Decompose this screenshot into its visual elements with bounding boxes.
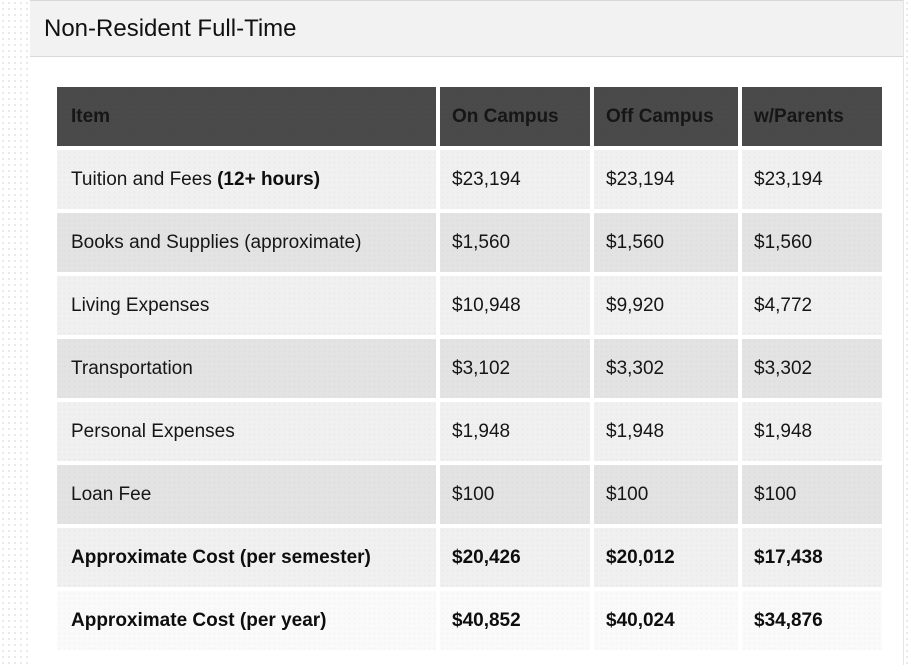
column-header-on-campus: On Campus	[440, 87, 590, 146]
item-cell: Approximate Cost (per semester)	[57, 528, 436, 587]
on-campus-cell: $3,102	[440, 339, 590, 398]
table-row: Living Expenses $10,948 $9,920 $4,772	[57, 276, 882, 335]
off-campus-cell: $1,948	[594, 402, 738, 461]
w-parents-cell: $4,772	[742, 276, 882, 335]
w-parents-cell: $1,948	[742, 402, 882, 461]
on-campus-cell: $1,948	[440, 402, 590, 461]
on-campus-cell: $40,852	[440, 591, 590, 650]
item-label: Personal Expenses	[71, 420, 235, 442]
table-row: Books and Supplies (approximate) $1,560 $1…	[57, 213, 882, 272]
off-campus-cell: $23,194	[594, 150, 738, 209]
w-parents-cell: $17,438	[742, 528, 882, 587]
table-header-row: Item On Campus Off Campus w/Parents	[57, 87, 882, 146]
w-parents-cell: $34,876	[742, 591, 882, 650]
column-header-item: Item	[57, 87, 436, 146]
w-parents-cell: $23,194	[742, 150, 882, 209]
w-parents-cell: $100	[742, 465, 882, 524]
w-parents-cell: $1,560	[742, 213, 882, 272]
item-cell: Books and Supplies (approximate)	[57, 213, 436, 272]
on-campus-cell: $100	[440, 465, 590, 524]
table-row: Approximate Cost (per semester) $20,426 $2…	[57, 528, 882, 587]
content-area: Non-Resident Full-Time Item On Campus Off …	[30, 0, 903, 665]
off-campus-cell: $3,302	[594, 339, 738, 398]
on-campus-cell: $23,194	[440, 150, 590, 209]
page-left-margin	[0, 0, 30, 665]
item-cell: Loan Fee	[57, 465, 436, 524]
table-row: Tuition and Fees (12+ hours) $23,194 $23,1…	[57, 150, 882, 209]
on-campus-cell: $10,948	[440, 276, 590, 335]
item-label: Books and Supplies (approximate)	[71, 231, 362, 253]
table-row: Approximate Cost (per year) $40,852 $40,02…	[57, 591, 882, 650]
on-campus-cell: $20,426	[440, 528, 590, 587]
off-campus-cell: $9,920	[594, 276, 738, 335]
on-campus-cell: $1,560	[440, 213, 590, 272]
item-label: Loan Fee	[71, 483, 152, 505]
section-header: Non-Resident Full-Time	[30, 0, 903, 57]
item-cell: Approximate Cost (per year)	[57, 591, 436, 650]
table-row: Personal Expenses $1,948 $1,948 $1,948	[57, 402, 882, 461]
item-label: Living Expenses	[71, 294, 210, 316]
cost-table: Item On Campus Off Campus w/Parents Tuition…	[53, 83, 886, 654]
off-campus-cell: $1,560	[594, 213, 738, 272]
table-row: Transportation $3,102 $3,302 $3,302	[57, 339, 882, 398]
column-header-w-parents: w/Parents	[742, 87, 882, 146]
page-right-margin	[903, 0, 908, 665]
item-label: Approximate Cost (per semester)	[71, 546, 371, 568]
item-label-bold-suffix: (12+ hours)	[217, 168, 321, 190]
item-label: Approximate Cost (per year)	[71, 609, 327, 631]
item-label: Tuition and Fees	[71, 168, 218, 190]
item-label: Transportation	[71, 357, 193, 379]
page-title: Non-Resident Full-Time	[44, 14, 297, 42]
column-header-off-campus: Off Campus	[594, 87, 738, 146]
table-container: Item On Campus Off Campus w/Parents Tuition…	[30, 57, 903, 654]
item-cell: Living Expenses	[57, 276, 436, 335]
item-cell: Tuition and Fees (12+ hours)	[57, 150, 436, 209]
item-cell: Transportation	[57, 339, 436, 398]
table-row: Loan Fee $100 $100 $100	[57, 465, 882, 524]
off-campus-cell: $20,012	[594, 528, 738, 587]
item-cell: Personal Expenses	[57, 402, 436, 461]
off-campus-cell: $100	[594, 465, 738, 524]
off-campus-cell: $40,024	[594, 591, 738, 650]
w-parents-cell: $3,302	[742, 339, 882, 398]
